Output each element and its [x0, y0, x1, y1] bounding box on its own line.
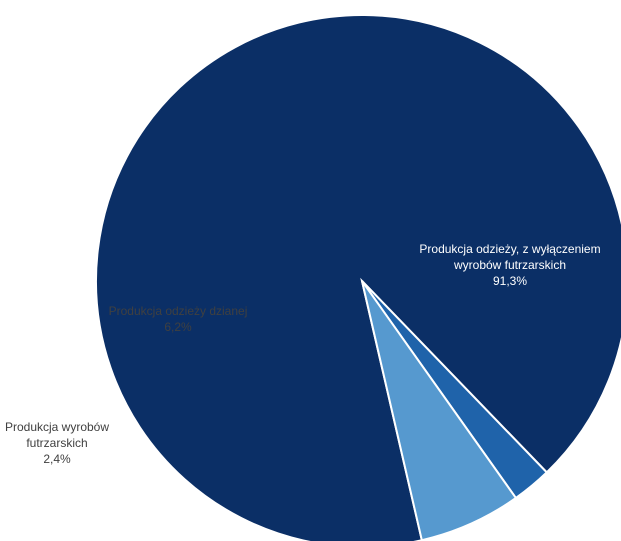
slice-name-label: wyrobów futrzarskich: [453, 258, 566, 272]
slice-name-label: futrzarskich: [26, 436, 87, 450]
slice-label: Produkcja odzieży, z wyłączeniem wyrobów …: [419, 242, 600, 288]
slice-value-label: 91,3%: [493, 274, 527, 288]
slice-value-label: 2,4%: [43, 452, 71, 466]
pie-slice: [361, 280, 518, 541]
slice-name-label: Produkcja wyrobów: [5, 420, 109, 434]
slice-name-label: Produkcja odzieży dzianej: [109, 304, 248, 318]
pie-slice: [95, 14, 621, 541]
slice-value-label: 6,2%: [164, 320, 192, 334]
slice-label: Produkcja odzieży dzianej 6,2%: [109, 304, 248, 334]
slice-label: Produkcja wyrobów futrzarskich 2,4%: [5, 420, 109, 466]
slice-name-label: Produkcja odzieży, z wyłączeniem: [419, 242, 600, 256]
